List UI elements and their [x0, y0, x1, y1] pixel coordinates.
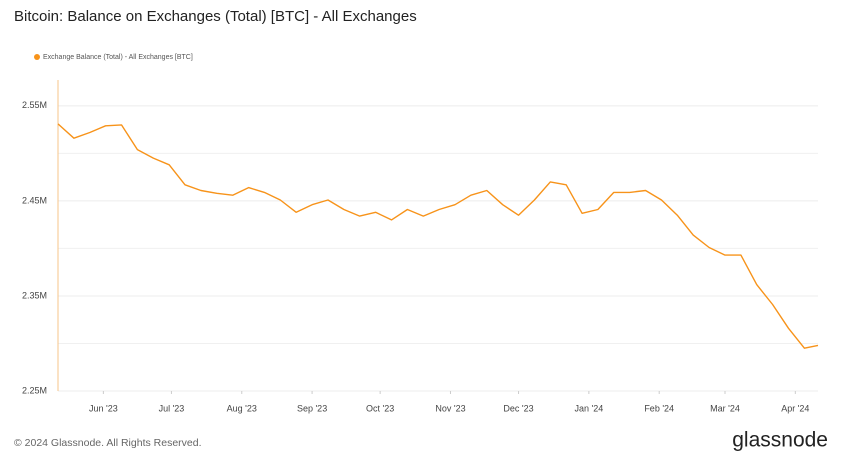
legend-label: Exchange Balance (Total) - All Exchanges… — [43, 54, 193, 61]
x-tick-label: Jul '23 — [159, 403, 185, 413]
y-tick-label: 2.55M — [22, 100, 47, 110]
y-tick-label: 2.35M — [22, 290, 47, 300]
brand-logo: glassnode — [732, 429, 828, 452]
x-tick-label: Nov '23 — [435, 403, 465, 413]
chart-title: Bitcoin: Balance on Exchanges (Total) [B… — [14, 8, 417, 25]
x-tick-label: Dec '23 — [503, 403, 533, 413]
legend-swatch — [34, 54, 40, 60]
footer: © 2024 Glassnode. All Rights Reserved. — [14, 437, 202, 449]
y-tick-label: 2.45M — [22, 195, 47, 205]
x-tick-label: Sep '23 — [297, 403, 327, 413]
x-tick-label: Jan '24 — [574, 403, 603, 413]
x-tick-label: Mar '24 — [710, 403, 740, 413]
x-tick-label: Apr '24 — [781, 403, 809, 413]
x-tick-label: Oct '23 — [366, 403, 394, 413]
y-tick-label: 2.25M — [22, 385, 47, 395]
x-tick-label: Jun '23 — [89, 403, 118, 413]
x-tick-label: Feb '24 — [644, 403, 674, 413]
data-line — [57, 123, 819, 349]
x-tick-label: Aug '23 — [227, 403, 257, 413]
